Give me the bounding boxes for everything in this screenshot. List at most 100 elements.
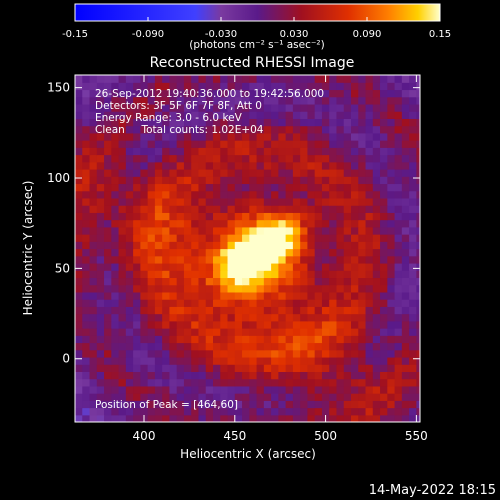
- heatmap-cell: [416, 335, 420, 344]
- heatmap-cell: [336, 75, 345, 83]
- heatmap-cell: [300, 219, 309, 228]
- heatmap-cell: [176, 306, 185, 315]
- heatmap-cell: [314, 299, 323, 307]
- heatmap-cell: [96, 111, 105, 119]
- heatmap-cell: [300, 349, 309, 358]
- heatmap-cell: [191, 262, 200, 271]
- heatmap-cell: [365, 393, 374, 401]
- heatmap-cell: [329, 168, 338, 177]
- heatmap-cell: [307, 154, 316, 163]
- heatmap-cell: [416, 147, 420, 156]
- heatmap-cell: [96, 154, 105, 163]
- heatmap-cell: [242, 385, 250, 394]
- heatmap-cell: [234, 82, 243, 91]
- heatmap-cell: [162, 349, 171, 358]
- heatmap-cell: [234, 140, 243, 148]
- heatmap-cell: [365, 414, 374, 422]
- heatmap-cell: [162, 219, 171, 228]
- heatmap-cell: [154, 320, 163, 329]
- heatmap-cell: [263, 212, 272, 221]
- heatmap-cell: [321, 147, 330, 156]
- heatmap-cell: [198, 270, 207, 279]
- heatmap-cell: [118, 103, 127, 112]
- heatmap-cell: [343, 103, 352, 112]
- heatmap-cell: [169, 103, 178, 112]
- heatmap-cell: [125, 161, 134, 170]
- heatmap-cell: [111, 132, 120, 141]
- heatmap-cell: [111, 82, 120, 91]
- heatmap-cell: [351, 205, 359, 213]
- heatmap-cell: [278, 219, 287, 228]
- heatmap-cell: [169, 328, 178, 336]
- heatmap-cell: [365, 140, 374, 148]
- heatmap-cell: [401, 284, 410, 293]
- heatmap-cell: [365, 147, 374, 156]
- heatmap-cell: [104, 407, 112, 416]
- heatmap-cell: [220, 313, 229, 322]
- heatmap-cell: [365, 328, 374, 336]
- heatmap-cell: [307, 205, 316, 213]
- heatmap-cell: [387, 349, 396, 358]
- colorbar-gradient: [74, 3, 441, 22]
- heatmap-cell: [300, 111, 309, 119]
- heatmap-cell: [394, 183, 403, 192]
- heatmap-cell: [125, 262, 134, 271]
- annotation-energy-range: Energy Range: 3.0 - 6.0 keV: [95, 112, 243, 124]
- annotation-time-range: 26-Sep-2012 19:40:36.000 to 19:42:56.000: [95, 88, 324, 100]
- heatmap-cell: [300, 125, 309, 134]
- heatmap-cell: [256, 212, 265, 221]
- heatmap-cell: [401, 313, 410, 322]
- heatmap-cell: [82, 342, 91, 351]
- heatmap-cell: [89, 342, 98, 351]
- heatmap-cell: [205, 284, 214, 293]
- heatmap-cell: [118, 407, 127, 416]
- heatmap-cell: [263, 400, 272, 409]
- heatmap-cell: [365, 190, 374, 199]
- heatmap-cell: [401, 132, 410, 141]
- heatmap-cell: [82, 118, 91, 127]
- heatmap-cell: [372, 176, 381, 185]
- heatmap-cell: [176, 313, 185, 322]
- heatmap-cell: [125, 197, 134, 206]
- heatmap-cell: [416, 111, 420, 119]
- heatmap-cell: [271, 168, 279, 177]
- heatmap-cell: [198, 400, 207, 409]
- heatmap-cell: [307, 75, 316, 83]
- heatmap-cell: [96, 89, 105, 98]
- heatmap-cell: [416, 328, 420, 336]
- heatmap-cell: [409, 262, 417, 271]
- heatmap-cell: [75, 197, 83, 206]
- heatmap-cell: [220, 89, 229, 98]
- heatmap-cell: [89, 320, 98, 329]
- heatmap-cell: [401, 262, 410, 271]
- heatmap-cell: [285, 132, 294, 141]
- heatmap-cell: [271, 140, 279, 148]
- heatmap-cell: [256, 89, 265, 98]
- heatmap-cell: [96, 125, 105, 134]
- heatmap-cell: [278, 349, 287, 358]
- heatmap-cell: [169, 226, 178, 235]
- heatmap-cell: [125, 328, 134, 336]
- heatmap-cell: [292, 125, 301, 134]
- heatmap-cell: [300, 378, 309, 387]
- heatmap-cell: [183, 393, 192, 401]
- heatmap-cell: [300, 299, 309, 307]
- heatmap-cell: [336, 176, 345, 185]
- heatmap-cell: [242, 205, 250, 213]
- heatmap-cell: [191, 96, 200, 105]
- heatmap-cell: [278, 183, 287, 192]
- heatmap-cell: [176, 103, 185, 112]
- heatmap-cell: [292, 393, 301, 401]
- heatmap-cell: [358, 103, 367, 112]
- heatmap-cell: [147, 154, 156, 163]
- heatmap-cell: [285, 335, 294, 344]
- heatmap-cell: [162, 342, 171, 351]
- heatmap-cell: [169, 183, 178, 192]
- heatmap-cell: [169, 118, 178, 127]
- heatmap-cell: [104, 154, 112, 163]
- heatmap-cell: [329, 234, 338, 242]
- heatmap-cell: [213, 234, 221, 242]
- heatmap-cell: [198, 291, 207, 300]
- heatmap-cell: [198, 349, 207, 358]
- heatmap-cell: [358, 234, 367, 242]
